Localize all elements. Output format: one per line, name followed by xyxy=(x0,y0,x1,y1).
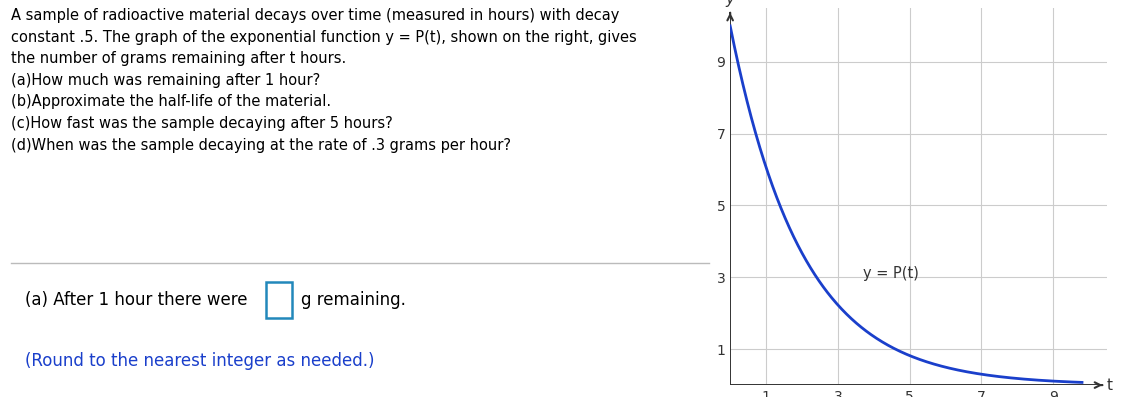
Text: y: y xyxy=(726,0,735,7)
Text: (Round to the nearest integer as needed.): (Round to the nearest integer as needed.… xyxy=(25,352,374,370)
Bar xyxy=(265,282,292,318)
Text: t: t xyxy=(1106,378,1113,393)
Text: (a) After 1 hour there were: (a) After 1 hour there were xyxy=(25,291,247,309)
Text: y = P(t): y = P(t) xyxy=(863,266,919,281)
Text: g remaining.: g remaining. xyxy=(301,291,406,309)
Text: A sample of radioactive material decays over time (measured in hours) with decay: A sample of radioactive material decays … xyxy=(11,8,637,152)
